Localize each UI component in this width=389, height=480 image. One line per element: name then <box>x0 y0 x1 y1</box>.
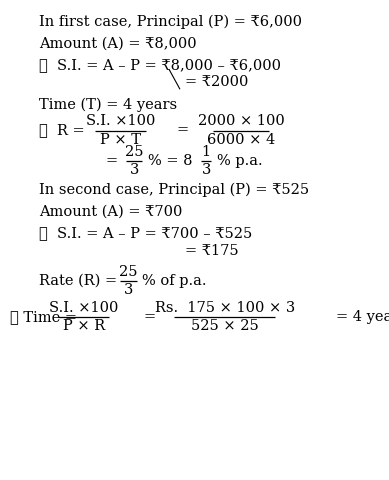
Text: S.I. ×100: S.I. ×100 <box>49 301 118 315</box>
Text: 25: 25 <box>119 265 138 279</box>
Text: =: = <box>177 123 189 138</box>
Text: P × R: P × R <box>63 319 105 334</box>
Text: 1: 1 <box>202 145 211 159</box>
Text: 25: 25 <box>125 145 144 159</box>
Text: ∴  R =: ∴ R = <box>39 123 84 138</box>
Text: 3: 3 <box>124 283 133 298</box>
Text: % of p.a.: % of p.a. <box>142 274 207 288</box>
Text: Rate (R) =: Rate (R) = <box>39 274 117 288</box>
Text: 3: 3 <box>130 163 139 177</box>
Text: P × T: P × T <box>100 133 141 147</box>
Text: ∴  S.I. = A – P = ₹700 – ₹525: ∴ S.I. = A – P = ₹700 – ₹525 <box>39 226 252 240</box>
Text: % p.a.: % p.a. <box>217 154 263 168</box>
Text: = 4 years: = 4 years <box>336 310 389 324</box>
Text: 3: 3 <box>202 163 211 177</box>
Text: S.I. ×100: S.I. ×100 <box>86 114 155 128</box>
Text: =: = <box>144 310 156 324</box>
Text: ∴  S.I. = A – P = ₹8,000 – ₹6,000: ∴ S.I. = A – P = ₹8,000 – ₹6,000 <box>39 58 281 72</box>
Text: % = 8: % = 8 <box>148 154 192 168</box>
Text: In first case, Principal (P) = ₹6,000: In first case, Principal (P) = ₹6,000 <box>39 14 302 29</box>
Text: = ₹2000: = ₹2000 <box>185 74 248 89</box>
Text: In second case, Principal (P) = ₹525: In second case, Principal (P) = ₹525 <box>39 182 309 197</box>
Text: 525 × 25: 525 × 25 <box>191 319 259 334</box>
Text: ∴ Time =: ∴ Time = <box>10 310 77 324</box>
Text: Time (T) = 4 years: Time (T) = 4 years <box>39 97 177 112</box>
Text: =: = <box>105 154 117 168</box>
Text: 2000 × 100: 2000 × 100 <box>198 114 285 128</box>
Text: Amount (A) = ₹8,000: Amount (A) = ₹8,000 <box>39 36 196 50</box>
Text: = ₹175: = ₹175 <box>185 243 238 258</box>
Text: Amount (A) = ₹700: Amount (A) = ₹700 <box>39 204 182 218</box>
Text: Rs.  175 × 100 × 3: Rs. 175 × 100 × 3 <box>155 301 295 315</box>
Text: 6000 × 4: 6000 × 4 <box>207 133 275 147</box>
